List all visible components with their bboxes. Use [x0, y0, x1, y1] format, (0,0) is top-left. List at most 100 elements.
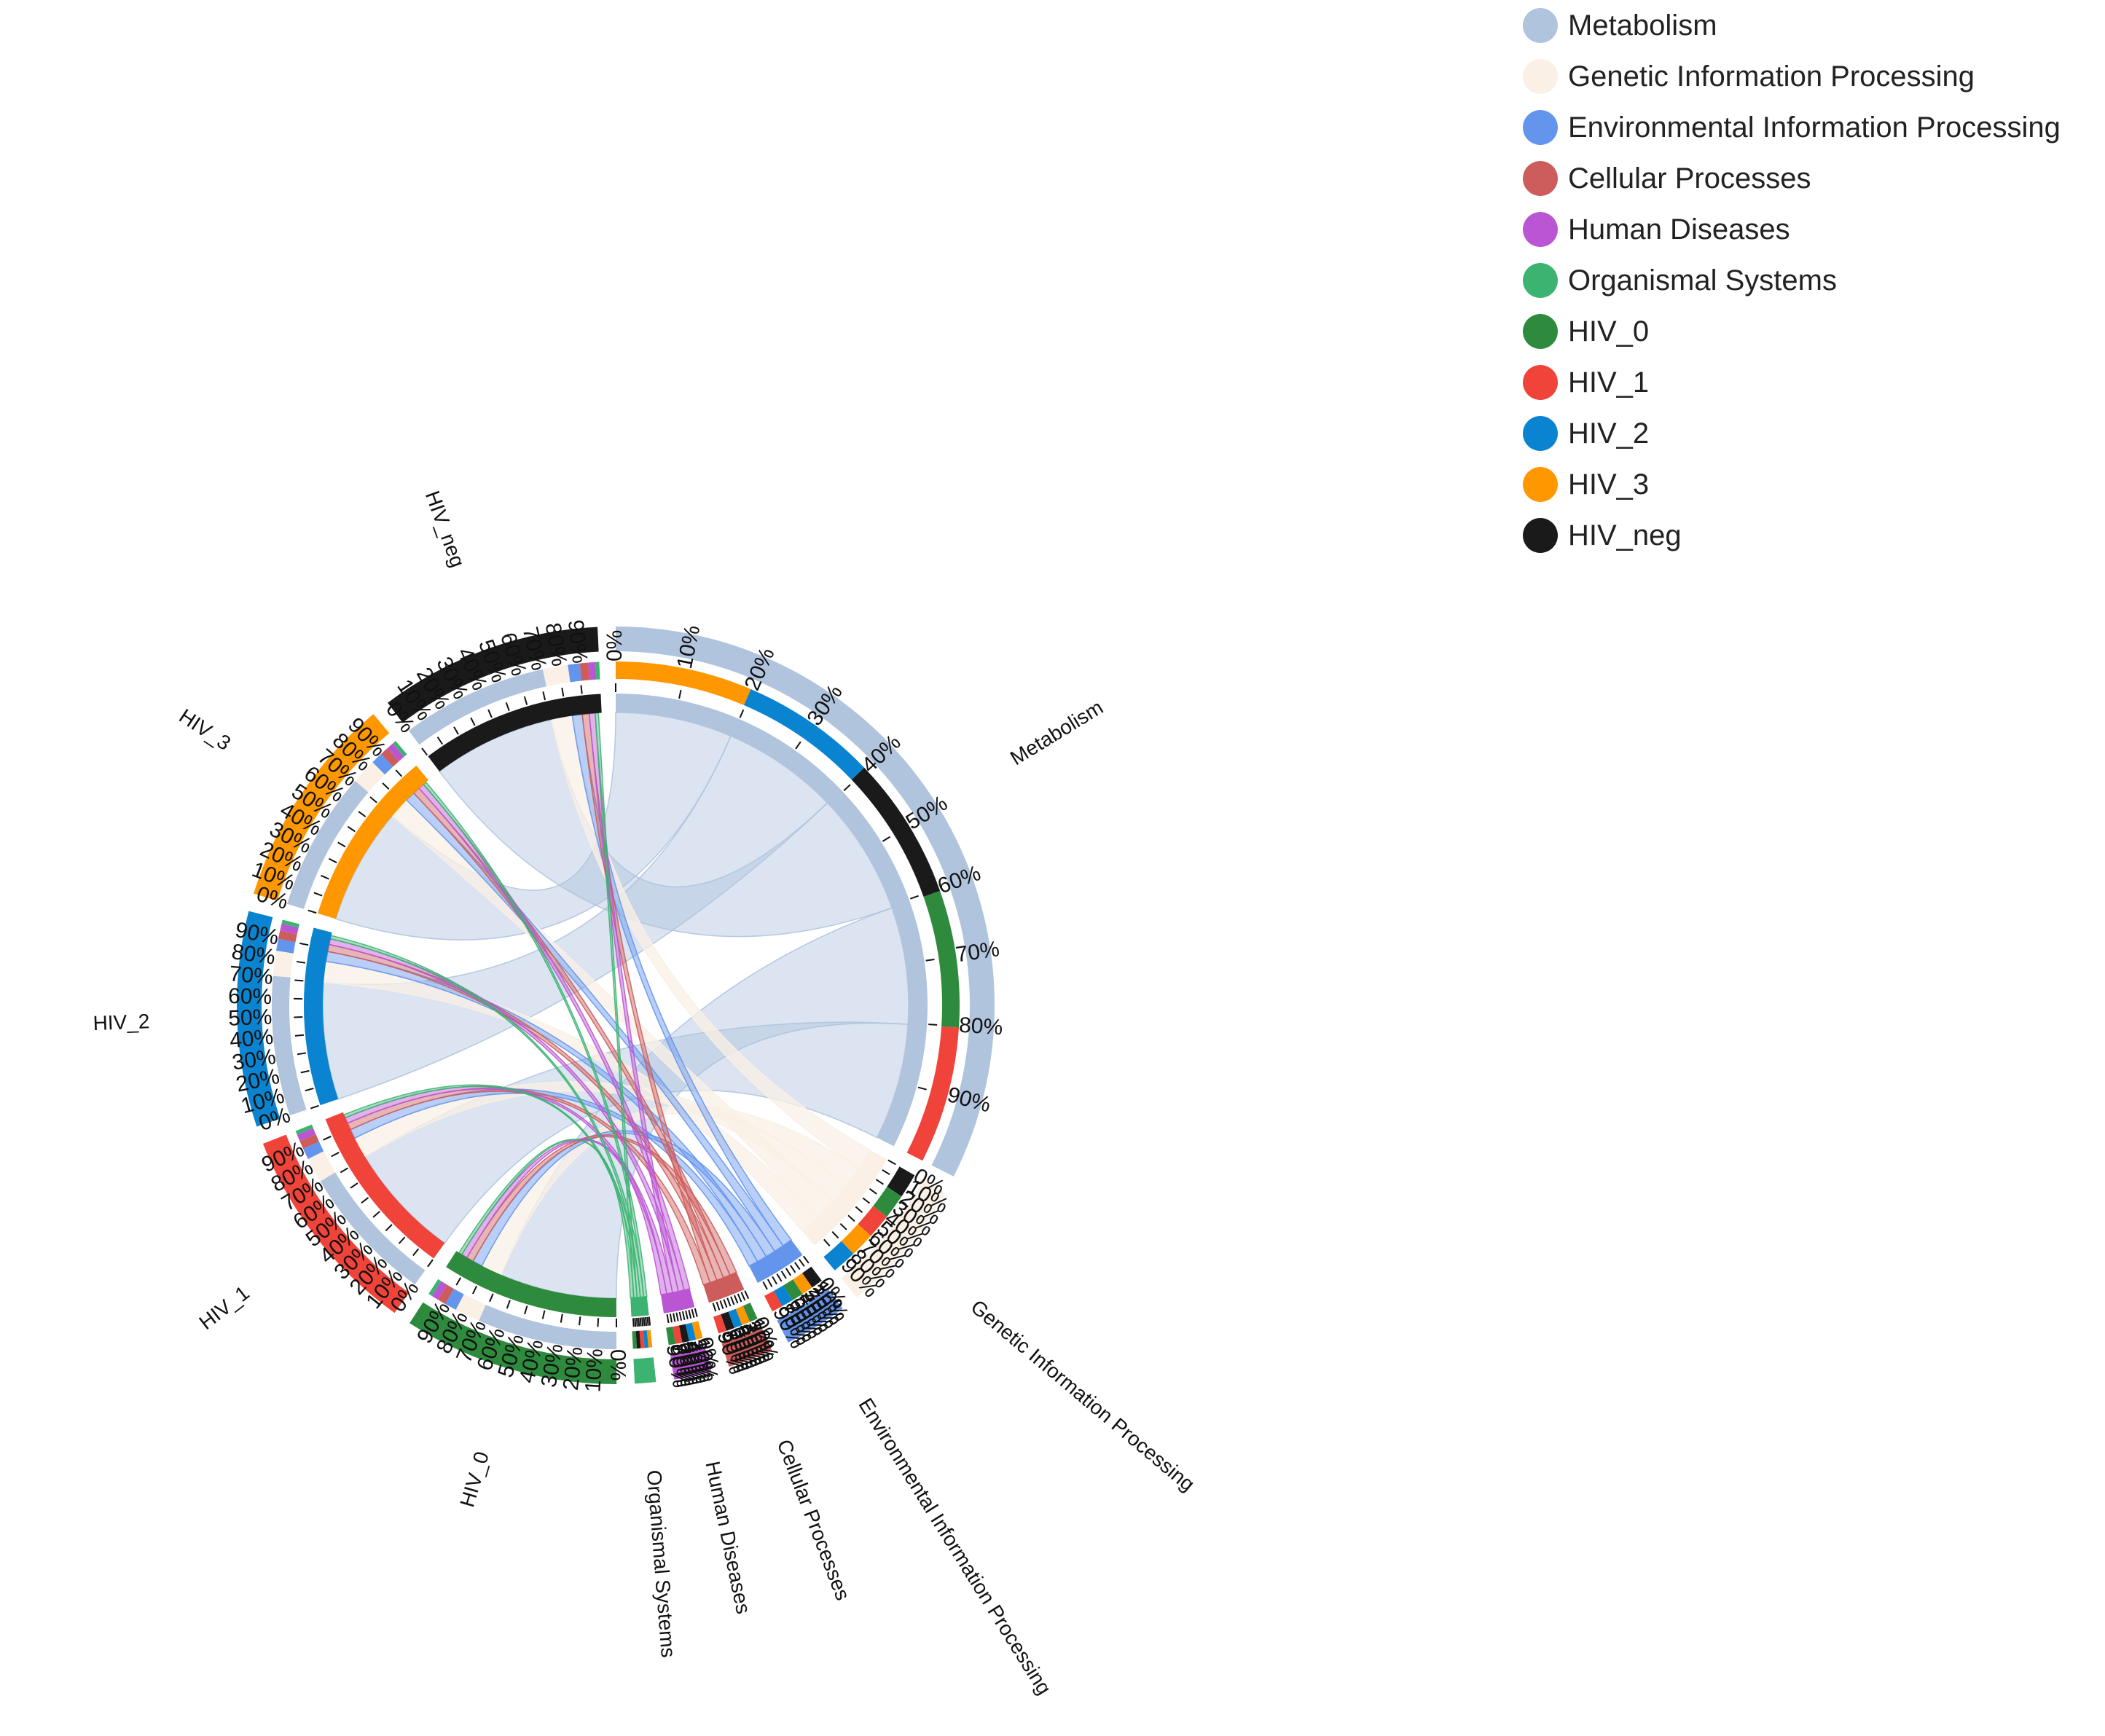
composition-arc[interactable]	[906, 1026, 960, 1161]
composition-arc[interactable]	[801, 1266, 822, 1288]
legend-item[interactable]: Organismal Systems	[1523, 255, 2098, 306]
inner-arc[interactable]	[428, 694, 602, 771]
composition-arc[interactable]	[639, 1330, 645, 1348]
composition-arc[interactable]	[735, 1305, 750, 1325]
composition-arc[interactable]	[678, 1324, 689, 1343]
composition-arc[interactable]	[393, 741, 407, 757]
composition-arc[interactable]	[595, 661, 600, 680]
composition-arc[interactable]	[685, 1322, 697, 1342]
composition-arc[interactable]	[742, 1303, 758, 1322]
chord-ribbon[interactable]	[588, 712, 679, 1294]
outer-arc[interactable]	[262, 1134, 409, 1313]
composition-arc[interactable]	[381, 747, 399, 767]
outer-arc[interactable]	[777, 1289, 843, 1343]
composition-arc[interactable]	[303, 1142, 324, 1159]
composition-arc[interactable]	[299, 1134, 319, 1150]
composition-arc[interactable]	[568, 663, 582, 683]
legend-item[interactable]: HIV_0	[1523, 306, 2098, 357]
composition-arc[interactable]	[672, 1325, 683, 1344]
outer-arc[interactable]	[633, 1357, 656, 1384]
composition-arc[interactable]	[428, 1279, 442, 1296]
chord-ribbon[interactable]	[344, 1085, 673, 1295]
composition-arc[interactable]	[479, 1304, 617, 1349]
composition-arc[interactable]	[764, 1291, 783, 1312]
composition-arc[interactable]	[635, 1330, 641, 1349]
chord-ribbon[interactable]	[581, 712, 718, 1284]
legend-item[interactable]: Human Diseases	[1523, 204, 2098, 255]
composition-arc[interactable]	[320, 1172, 426, 1285]
composition-arc[interactable]	[588, 661, 597, 680]
composition-arc[interactable]	[721, 1311, 734, 1331]
inner-arc[interactable]	[325, 1112, 445, 1259]
legend-item[interactable]: Metabolism	[1523, 0, 2098, 51]
composition-arc[interactable]	[295, 1124, 313, 1135]
composition-arc[interactable]	[271, 975, 307, 1116]
chord-ribbon[interactable]	[550, 715, 871, 1169]
legend-item[interactable]: HIV_1	[1523, 357, 2098, 408]
composition-arc[interactable]	[431, 1281, 447, 1300]
composition-arc[interactable]	[307, 1151, 336, 1182]
composition-arc[interactable]	[455, 1294, 486, 1321]
composition-arc[interactable]	[579, 662, 590, 681]
legend-item[interactable]: Cellular Processes	[1523, 153, 2098, 204]
outer-arc[interactable]	[721, 1327, 772, 1367]
composition-arc[interactable]	[542, 664, 571, 687]
outer-arc[interactable]	[616, 627, 995, 1177]
outer-arc[interactable]	[237, 911, 281, 1127]
composition-arc[interactable]	[387, 743, 404, 761]
legend-item[interactable]: Environmental Information Processing	[1523, 102, 2098, 153]
composition-arc[interactable]	[823, 1241, 854, 1270]
inner-arc[interactable]	[616, 694, 928, 1147]
chord-ribbon[interactable]	[460, 1138, 667, 1296]
composition-arc[interactable]	[445, 1289, 464, 1310]
composition-arc[interactable]	[744, 688, 865, 780]
composition-arc[interactable]	[728, 1308, 742, 1329]
inner-arc[interactable]	[630, 1296, 649, 1317]
chord-ribbon[interactable]	[328, 938, 685, 1292]
composition-arc[interactable]	[408, 669, 546, 745]
legend-item[interactable]: HIV_3	[1523, 459, 2098, 510]
composition-arc[interactable]	[887, 1166, 915, 1197]
composition-arc[interactable]	[793, 1273, 812, 1295]
composition-arc[interactable]	[287, 780, 369, 909]
composition-arc[interactable]	[273, 950, 294, 978]
composition-arc[interactable]	[666, 1327, 676, 1346]
inner-arc[interactable]	[318, 765, 428, 919]
chord-ribbon[interactable]	[412, 788, 731, 1279]
outer-arc[interactable]	[670, 1348, 712, 1380]
composition-arc[interactable]	[297, 1128, 316, 1142]
outer-arc[interactable]	[388, 627, 599, 723]
composition-arc[interactable]	[873, 1187, 902, 1217]
composition-arc[interactable]	[783, 1279, 803, 1300]
composition-arc[interactable]	[276, 938, 296, 954]
composition-arc[interactable]	[923, 891, 960, 1028]
composition-arc[interactable]	[278, 930, 297, 943]
outer-arc[interactable]	[409, 1302, 617, 1384]
composition-arc[interactable]	[632, 1331, 638, 1349]
composition-arc[interactable]	[643, 1330, 649, 1348]
composition-arc[interactable]	[841, 1224, 871, 1254]
legend-item[interactable]: HIV_2	[1523, 408, 2098, 459]
composition-arc[interactable]	[616, 661, 751, 706]
legend-item[interactable]: HIV_neg	[1523, 510, 2098, 561]
composition-arc[interactable]	[280, 923, 299, 935]
composition-arc[interactable]	[372, 753, 393, 775]
inner-arc[interactable]	[802, 1150, 887, 1246]
inner-arc[interactable]	[304, 927, 339, 1106]
inner-arc[interactable]	[749, 1239, 803, 1284]
composition-arc[interactable]	[773, 1285, 793, 1307]
composition-arc[interactable]	[858, 1206, 887, 1236]
composition-arc[interactable]	[281, 919, 300, 928]
composition-arc[interactable]	[691, 1321, 703, 1340]
composition-arc[interactable]	[713, 1314, 727, 1334]
inner-arc[interactable]	[660, 1288, 695, 1313]
composition-arc[interactable]	[438, 1284, 454, 1304]
composition-arc[interactable]	[355, 762, 385, 793]
composition-arc[interactable]	[646, 1330, 653, 1348]
chord-ribbon[interactable]	[472, 1130, 776, 1267]
outer-arc[interactable]	[841, 1180, 946, 1297]
inner-arc[interactable]	[703, 1272, 745, 1303]
composition-arc[interactable]	[851, 767, 941, 898]
inner-arc[interactable]	[446, 1251, 616, 1318]
legend-item[interactable]: Genetic Information Processing	[1523, 51, 2098, 102]
